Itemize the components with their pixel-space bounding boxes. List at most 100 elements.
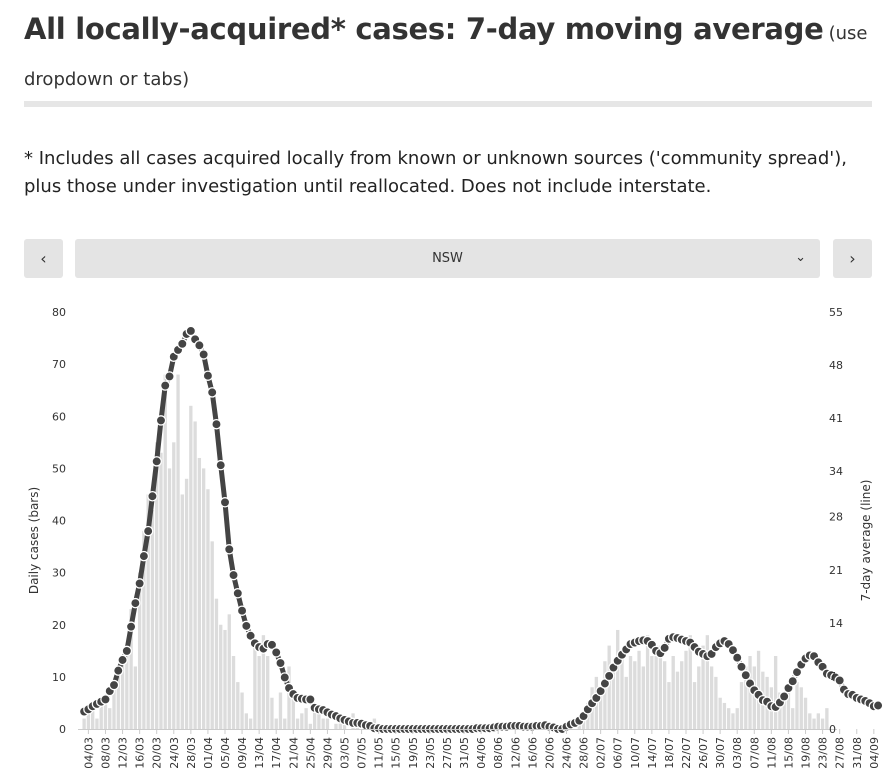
daily-cases-bar — [201, 468, 206, 730]
right-axis-tick-label: 55 — [829, 306, 843, 319]
daily-cases-bar — [680, 661, 684, 729]
x-axis-tick-label: 04/03 — [82, 737, 95, 769]
moving-average-point — [787, 675, 798, 687]
next-region-button[interactable]: › — [833, 239, 872, 278]
daily-cases-bar — [120, 656, 125, 729]
moving-average-point — [224, 544, 235, 555]
daily-cases-bar — [129, 609, 133, 729]
daily-cases-bar — [176, 374, 180, 729]
chevron-left-icon: ‹ — [40, 249, 47, 268]
moving-average-point — [305, 694, 316, 705]
daily-cases-bar — [227, 614, 231, 729]
left-axis-title: Daily cases (bars) — [27, 487, 41, 594]
daily-cases-bar — [658, 645, 663, 729]
left-axis-tick-label: 60 — [52, 410, 66, 423]
daily-cases-bar — [697, 666, 701, 729]
moving-average-point — [740, 669, 752, 681]
x-axis-tick-label: 16/06 — [526, 737, 539, 769]
x-axis-tick-label: 08/06 — [492, 737, 505, 769]
left-axis-tick-label: 20 — [52, 619, 66, 632]
daily-cases-bar — [778, 692, 782, 729]
daily-cases-bar — [773, 656, 778, 729]
daily-cases-bar — [782, 697, 786, 729]
x-axis-tick-label: 28/06 — [578, 737, 591, 769]
x-axis-tick-label: 03/08 — [731, 737, 744, 769]
x-axis-tick-label: 08/03 — [99, 737, 112, 769]
daily-cases-bar — [637, 650, 641, 729]
daily-cases-bar — [641, 666, 645, 729]
moving-average-point — [142, 525, 154, 537]
daily-cases-bar — [270, 697, 274, 729]
x-axis-tick-label: 20/03 — [151, 737, 164, 769]
daily-cases-bar — [300, 713, 304, 729]
daily-cases-bar — [266, 656, 270, 729]
x-axis-tick-label: 17/04 — [270, 737, 283, 769]
right-axis-tick-label: 21 — [829, 564, 843, 577]
x-axis-tick-label: 16/03 — [134, 737, 147, 769]
left-axis-tick-label: 10 — [52, 671, 66, 684]
daily-cases-bar — [663, 661, 667, 729]
daily-cases-bar — [688, 635, 692, 729]
daily-cases-bar — [791, 708, 795, 729]
daily-cases-bar — [624, 676, 628, 730]
daily-cases-bar — [342, 723, 347, 729]
daily-cases-bar — [607, 645, 611, 729]
moving-average-point — [113, 665, 124, 676]
daily-cases-bar — [99, 702, 103, 729]
daily-cases-bar — [645, 635, 650, 729]
daily-cases-bar — [803, 697, 808, 729]
daily-cases-bar — [253, 645, 257, 729]
moving-average-point — [279, 672, 291, 683]
chart-heading: All locally-acquired* cases: 7-day movin… — [24, 12, 824, 46]
daily-cases-bar — [671, 656, 675, 729]
daily-cases-bar — [133, 666, 138, 729]
daily-cases-bar — [278, 692, 283, 729]
daily-cases-bar — [620, 656, 624, 729]
chevron-down-icon: ⌄ — [795, 250, 806, 265]
daily-cases-bar — [616, 629, 620, 729]
daily-cases-bar — [95, 718, 99, 729]
daily-cases-bar — [308, 723, 313, 729]
daily-cases-bar — [219, 624, 223, 729]
x-axis-tick-label: 11/05 — [373, 737, 386, 769]
daily-cases-bar — [180, 494, 184, 729]
moving-average-point — [872, 700, 884, 711]
x-axis-tick-label: 09/04 — [236, 737, 249, 769]
daily-cases-bar — [334, 723, 338, 729]
moving-average-point — [219, 497, 231, 508]
moving-average-point — [130, 597, 141, 609]
moving-average-point — [202, 370, 214, 381]
daily-cases-bar — [675, 671, 680, 729]
moving-average-point — [215, 459, 226, 471]
x-axis-tick-label: 01/04 — [202, 737, 215, 769]
region-dropdown[interactable]: NSW ⌄ — [75, 239, 820, 278]
moving-average-point — [151, 456, 162, 467]
x-axis-tick-label: 13/04 — [253, 737, 266, 769]
x-axis-tick-label: 10/07 — [629, 737, 642, 769]
daily-cases-bar — [125, 645, 129, 729]
x-axis-tick-label: 23/05 — [424, 737, 437, 769]
x-axis-tick-label: 04/06 — [475, 737, 488, 769]
moving-average-point — [275, 657, 286, 669]
daily-cases-bar — [633, 661, 637, 729]
moving-average-point — [194, 340, 205, 351]
right-axis-tick-label: 41 — [829, 412, 843, 425]
daily-cases-bar — [825, 708, 829, 729]
x-axis-tick-label: 02/07 — [595, 737, 608, 769]
daily-cases-bar — [338, 718, 342, 729]
x-axis-tick-label: 14/07 — [646, 737, 659, 769]
previous-region-button[interactable]: ‹ — [24, 239, 63, 278]
daily-cases-bar — [628, 656, 633, 729]
daily-cases-bar — [812, 718, 816, 729]
moving-average-point — [228, 569, 239, 581]
daily-cases-bar — [312, 708, 317, 729]
right-axis-tick-label: 14 — [829, 617, 843, 630]
daily-cases-bar — [248, 718, 253, 729]
chart-heading-hint: (use dropdown or tabs) — [24, 23, 868, 90]
moving-average-point — [206, 387, 218, 398]
daily-cases-bar — [667, 682, 671, 729]
x-axis-tick-label: 31/08 — [851, 737, 864, 769]
chart-axes: 0 10 20 30 40 50 60 70 80 0 7 14 21 28 34 41 48 55 Daily c… — [27, 306, 887, 769]
daily-cases-bar — [722, 702, 727, 729]
daily-cases-bar — [304, 708, 308, 729]
